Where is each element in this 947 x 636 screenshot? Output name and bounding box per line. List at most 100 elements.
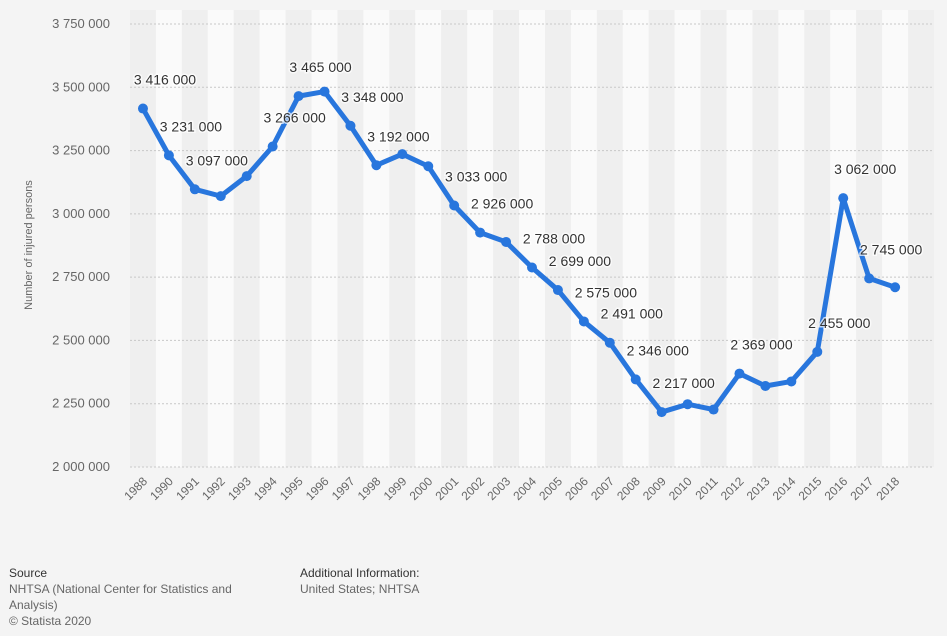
data-point [293, 91, 304, 102]
x-tick-label: 1993 [225, 474, 254, 503]
data-point [786, 376, 797, 387]
column-band [130, 10, 156, 467]
data-label: 2 926 000 [471, 196, 533, 212]
data-label: 2 745 000 [860, 241, 922, 257]
x-tick-label: 1994 [251, 474, 280, 503]
additional-info-block: Additional Information: United States; N… [300, 565, 419, 597]
data-point [864, 273, 875, 284]
y-tick-label: 3 500 000 [52, 79, 110, 94]
additional-info-text: United States; NHTSA [300, 582, 420, 596]
data-point [838, 193, 849, 204]
data-point [449, 200, 460, 211]
data-point [397, 149, 408, 160]
data-point [137, 103, 148, 114]
y-tick-label: 2 750 000 [52, 269, 110, 284]
x-tick-label: 1991 [173, 474, 202, 503]
column-band [700, 10, 727, 467]
data-points [137, 86, 901, 418]
x-tick-label: 1996 [303, 474, 332, 503]
data-labels: 3 416 000 3 231 000 3 097 000 3 266 000 3 46… [132, 58, 924, 393]
data-point [656, 407, 667, 418]
line-chart: 2 000 000 2 250 000 2 500 000 2 750 000 3 00… [23, 10, 934, 504]
data-point [682, 399, 693, 410]
x-tick-label: 2012 [718, 474, 747, 503]
data-point [345, 120, 356, 131]
data-label: 3 097 000 [186, 152, 248, 168]
column-band [856, 10, 883, 467]
data-label: 2 491 000 [601, 306, 663, 322]
gridlines [130, 23, 934, 468]
data-point [760, 380, 771, 391]
data-point [812, 346, 823, 357]
y-tick-label: 3 000 000 [52, 206, 110, 221]
column-band [648, 10, 675, 467]
data-label: 2 346 000 [627, 342, 689, 358]
data-point [475, 227, 486, 238]
column-band [726, 10, 753, 467]
column-band [519, 10, 545, 467]
x-tick-label: 2005 [536, 474, 565, 503]
data-point [319, 86, 330, 97]
data-point [501, 236, 512, 247]
column-band [882, 10, 909, 467]
column-band [337, 10, 364, 467]
column-band [441, 10, 468, 467]
x-tick-label: 2001 [433, 474, 462, 503]
data-point [630, 374, 641, 385]
column-band [389, 10, 416, 467]
y-tick-label: 2 000 000 [52, 459, 110, 474]
y-axis-ticks: 2 000 000 2 250 000 2 500 000 2 750 000 3 00… [52, 16, 110, 474]
x-tick-label: 2014 [770, 474, 799, 503]
x-tick-label: 2017 [848, 474, 877, 503]
x-tick-label: 2007 [588, 474, 617, 503]
data-point [189, 184, 200, 195]
y-axis-title: Number of injured persons [23, 180, 35, 310]
source-heading: Source [9, 566, 48, 580]
data-point [734, 368, 745, 379]
data-label: 3 033 000 [445, 169, 507, 185]
data-label: 2 217 000 [653, 375, 715, 391]
x-tick-label: 2002 [458, 474, 487, 503]
data-label: 3 266 000 [263, 110, 325, 126]
data-label: 3 465 000 [289, 59, 351, 75]
data-point [371, 160, 382, 171]
column-band [467, 10, 494, 467]
data-label: 3 231 000 [160, 118, 222, 134]
copyright: © Statista 2020 [9, 614, 92, 628]
x-tick-label: 2004 [510, 474, 539, 503]
x-tick-label: 1997 [329, 474, 358, 503]
y-tick-label: 3 250 000 [52, 143, 110, 158]
column-band [207, 10, 234, 467]
column-band [908, 10, 934, 467]
column-band [415, 10, 442, 467]
x-tick-label: 2009 [640, 474, 669, 503]
data-point [604, 337, 615, 348]
x-tick-label: 1999 [381, 474, 410, 503]
column-band [570, 10, 597, 467]
column-band [804, 10, 831, 467]
column-band [285, 10, 312, 467]
x-axis-ticks: 1988199019911992199319941995199619971998… [121, 474, 902, 503]
data-point [267, 141, 278, 152]
data-point [423, 161, 434, 172]
additional-info-heading: Additional Information: [300, 566, 420, 580]
y-tick-label: 3 750 000 [52, 16, 110, 31]
source-text: NHTSA (National Center for Statistics an… [9, 582, 232, 596]
y-tick-label: 2 500 000 [52, 332, 110, 347]
source-block: Source NHTSA (National Center for Statis… [9, 565, 232, 629]
column-band [674, 10, 701, 467]
data-point [890, 282, 901, 293]
data-point [552, 285, 563, 296]
data-point [163, 150, 174, 161]
column-band [596, 10, 623, 467]
x-tick-label: 2010 [666, 474, 695, 503]
x-tick-label: 1988 [121, 474, 150, 503]
data-label: 2 699 000 [549, 253, 611, 269]
column-band [181, 10, 208, 467]
data-label: 2 575 000 [575, 284, 637, 300]
column-band [155, 10, 182, 467]
column-band [544, 10, 571, 467]
x-tick-label: 2006 [562, 474, 591, 503]
data-label: 2 788 000 [523, 231, 585, 247]
x-tick-label: 2000 [407, 474, 436, 503]
